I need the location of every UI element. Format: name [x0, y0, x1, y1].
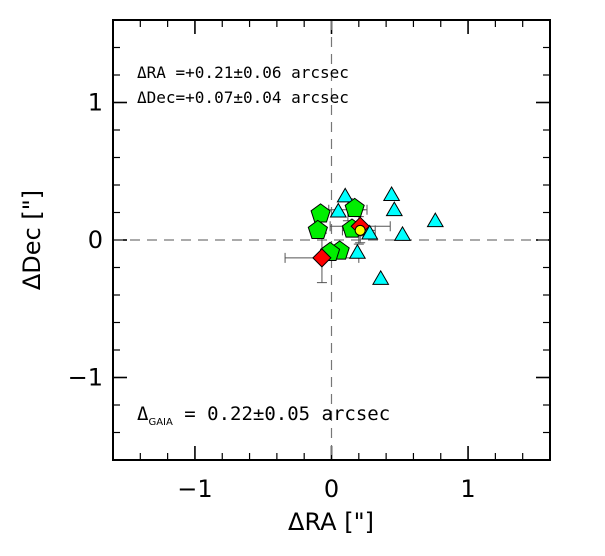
triangle-marker: [426, 212, 444, 228]
y-tick-label: −1: [68, 364, 103, 392]
y-tick-label: 0: [88, 226, 103, 254]
annotation-gaia: ΔGAIA = 0.22±0.05 arcsec: [137, 403, 390, 428]
pentagon-marker: [307, 219, 328, 239]
annotation-gaia-sub: GAIA: [148, 417, 173, 428]
triangle-marker: [348, 243, 367, 259]
triangle-marker: [382, 186, 401, 201]
tick-labels: −1 0 1 −1 0 1: [68, 89, 476, 504]
triangle-marker: [361, 224, 379, 240]
x-axis-title: ΔRA ["]: [288, 508, 374, 536]
annotation-dra: ΔRA =+0.21±0.06 arcsec: [137, 63, 349, 82]
triangle-marker: [336, 187, 354, 203]
annotation-gaia-prefix: Δ: [137, 403, 149, 425]
pentagon-marker: [310, 203, 331, 223]
data-markers: [307, 186, 444, 285]
x-tick-label: 1: [460, 475, 475, 503]
annotation-ddec: ΔDec=+0.07±0.04 arcsec: [137, 88, 349, 107]
circle-marker: [354, 224, 366, 236]
pentagon-marker: [344, 197, 365, 217]
plot-frame: [112, 19, 551, 461]
triangle-marker: [385, 201, 403, 217]
triangle-marker: [372, 269, 390, 285]
y-tick-label: 1: [88, 89, 103, 117]
reference-lines: [113, 20, 550, 460]
triangle-marker: [329, 202, 347, 218]
triangle-marker: [393, 225, 412, 241]
diamond-marker: [312, 248, 332, 268]
annotation-gaia-value: = 0.22±0.05 arcsec: [173, 403, 390, 425]
ticks-layer: [112, 19, 551, 461]
x-tick-label: 0: [324, 475, 339, 503]
x-tick-label: −1: [177, 475, 212, 503]
y-axis-title: ΔDec ["]: [18, 190, 46, 290]
